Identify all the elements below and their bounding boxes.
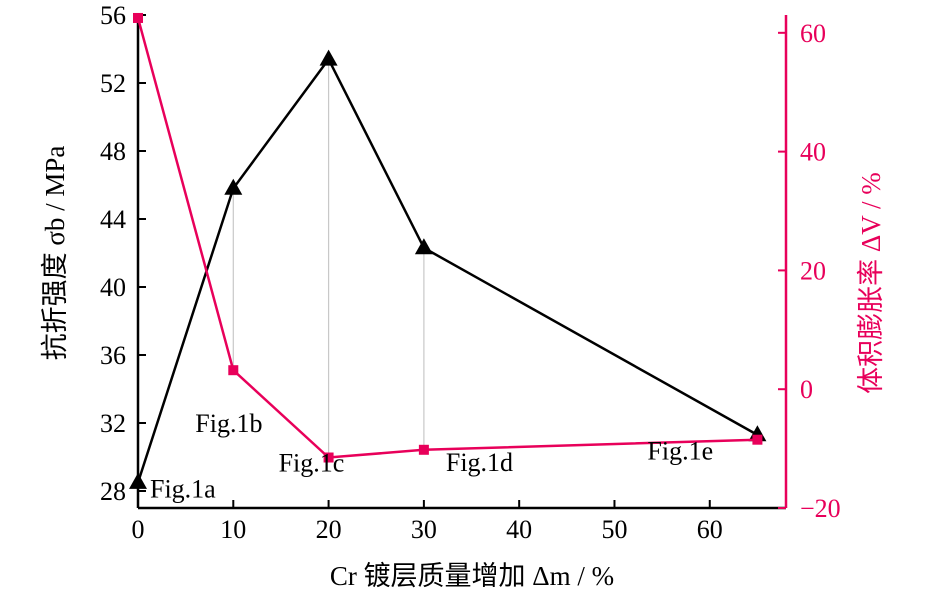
annotation-label: Fig.1e xyxy=(647,437,713,466)
x-tick-label: 10 xyxy=(220,515,246,544)
x-tick-label: 40 xyxy=(506,515,532,544)
strength-point-marker xyxy=(129,472,147,489)
expansion-point-marker xyxy=(133,12,143,23)
y-left-tick-label: 32 xyxy=(100,409,126,438)
x-tick-label: 20 xyxy=(316,515,342,544)
y-left-tick-label: 40 xyxy=(100,273,126,302)
annotation-label: Fig.1a xyxy=(150,475,216,504)
x-tick-label: 60 xyxy=(697,515,723,544)
y-left-tick-label: 56 xyxy=(100,1,126,30)
annotation-label: Fig.1c xyxy=(279,449,345,478)
y-left-tick-label: 28 xyxy=(100,477,126,506)
y-right-tick-label: −20 xyxy=(800,494,841,523)
expansion-point-marker xyxy=(323,452,334,463)
x-tick-label: 50 xyxy=(601,515,627,544)
y-right-tick-label: 60 xyxy=(800,19,826,48)
y-right-tick-label: 40 xyxy=(800,138,826,167)
strength-point-marker xyxy=(414,238,433,255)
vertical-guide-lines xyxy=(232,59,425,458)
x-tick-label: 0 xyxy=(132,515,145,544)
annotation-label: Fig.1d xyxy=(446,448,513,477)
y-right-tick-label: 0 xyxy=(800,375,813,404)
ticks: 0 10 20 30 40 50 60 28 32 36 40 44 48 52 56 −20 0 20 40 60 xyxy=(100,1,841,544)
y-right-tick-label: 20 xyxy=(800,256,826,285)
y-left-tick-label: 44 xyxy=(100,205,126,234)
y-left-tick-label: 48 xyxy=(100,137,126,166)
strength-point-marker xyxy=(319,49,338,66)
annotation-label: Fig.1b xyxy=(195,409,262,438)
y-left-tick-label: 36 xyxy=(100,341,126,370)
y-left-tick-label: 52 xyxy=(100,69,126,98)
y-left-axis-title: 抗折强度 σb / MPa xyxy=(40,146,70,361)
expansion-series-line xyxy=(136,17,758,459)
expansion-point-marker xyxy=(228,365,239,376)
x-tick-label: 30 xyxy=(411,515,437,544)
strength-point-marker xyxy=(224,178,243,195)
expansion-point-marker xyxy=(418,444,429,455)
expansion-point-marker xyxy=(752,434,763,445)
y-right-axis-title: 体积膨胀率 ΔV / % xyxy=(856,172,886,394)
x-axis-title: Cr 镀层质量增加 Δm / % xyxy=(330,561,614,591)
annotations: Fig.1a Fig.1b Fig.1c Fig.1d Fig.1e xyxy=(150,409,713,503)
series xyxy=(129,12,767,489)
axes xyxy=(136,15,788,510)
